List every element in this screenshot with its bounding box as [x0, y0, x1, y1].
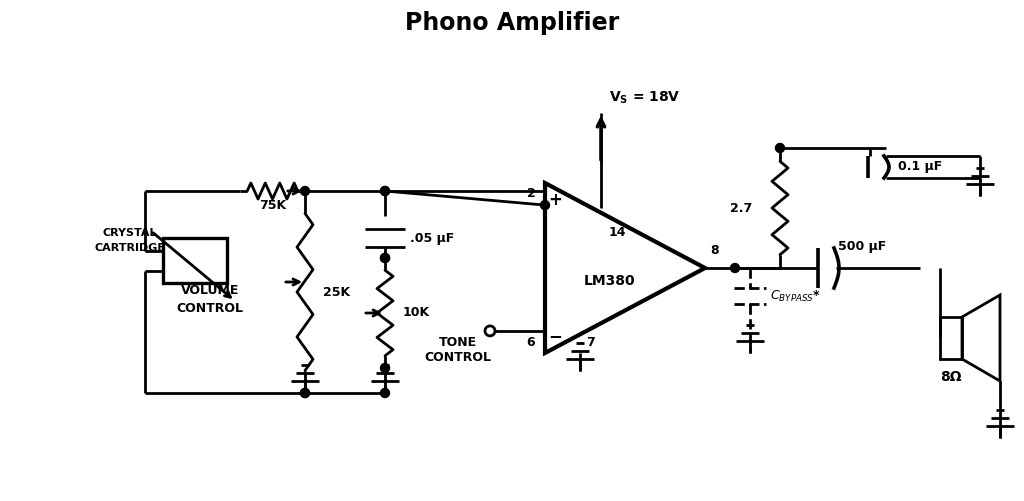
Text: LM380: LM380	[584, 274, 636, 288]
Text: Phono Amplifier: Phono Amplifier	[404, 11, 620, 35]
Text: +: +	[548, 191, 562, 209]
Text: CARTRIDGE: CARTRIDGE	[94, 243, 166, 253]
Circle shape	[300, 186, 309, 195]
Text: 8: 8	[711, 243, 719, 257]
Circle shape	[730, 264, 739, 273]
Text: 14: 14	[609, 226, 627, 239]
Text: 2.7: 2.7	[730, 201, 752, 214]
Circle shape	[381, 186, 389, 195]
Text: 25K: 25K	[323, 286, 350, 299]
Text: 500 μF: 500 μF	[838, 239, 886, 253]
Text: 2: 2	[526, 186, 536, 199]
Text: 10K: 10K	[403, 307, 430, 320]
Text: −: −	[548, 327, 562, 345]
Circle shape	[381, 364, 389, 373]
Circle shape	[775, 143, 784, 152]
Circle shape	[381, 254, 389, 263]
Text: .05 μF: .05 μF	[410, 231, 455, 244]
Text: $\mathbf{V_S}$ = 18V: $\mathbf{V_S}$ = 18V	[609, 90, 681, 106]
Circle shape	[381, 254, 389, 263]
Text: 6: 6	[526, 336, 536, 349]
Circle shape	[300, 388, 309, 397]
Text: 0.1 μF: 0.1 μF	[898, 159, 942, 172]
Text: 8Ω: 8Ω	[940, 370, 962, 384]
Text: CONTROL: CONTROL	[176, 302, 244, 315]
Text: CONTROL: CONTROL	[425, 351, 492, 364]
Text: TONE: TONE	[439, 336, 477, 349]
Text: CRYSTAL: CRYSTAL	[102, 228, 158, 238]
Bar	[163, 238, 227, 283]
Circle shape	[381, 388, 389, 397]
Circle shape	[300, 388, 309, 397]
Circle shape	[381, 186, 389, 195]
Text: 7: 7	[586, 337, 595, 350]
Text: $C_{BYPASS}$*: $C_{BYPASS}$*	[770, 289, 821, 304]
Bar	[940, 317, 962, 359]
Circle shape	[541, 200, 550, 209]
Text: VOLUME: VOLUME	[181, 285, 240, 298]
Text: 75K: 75K	[259, 198, 286, 211]
